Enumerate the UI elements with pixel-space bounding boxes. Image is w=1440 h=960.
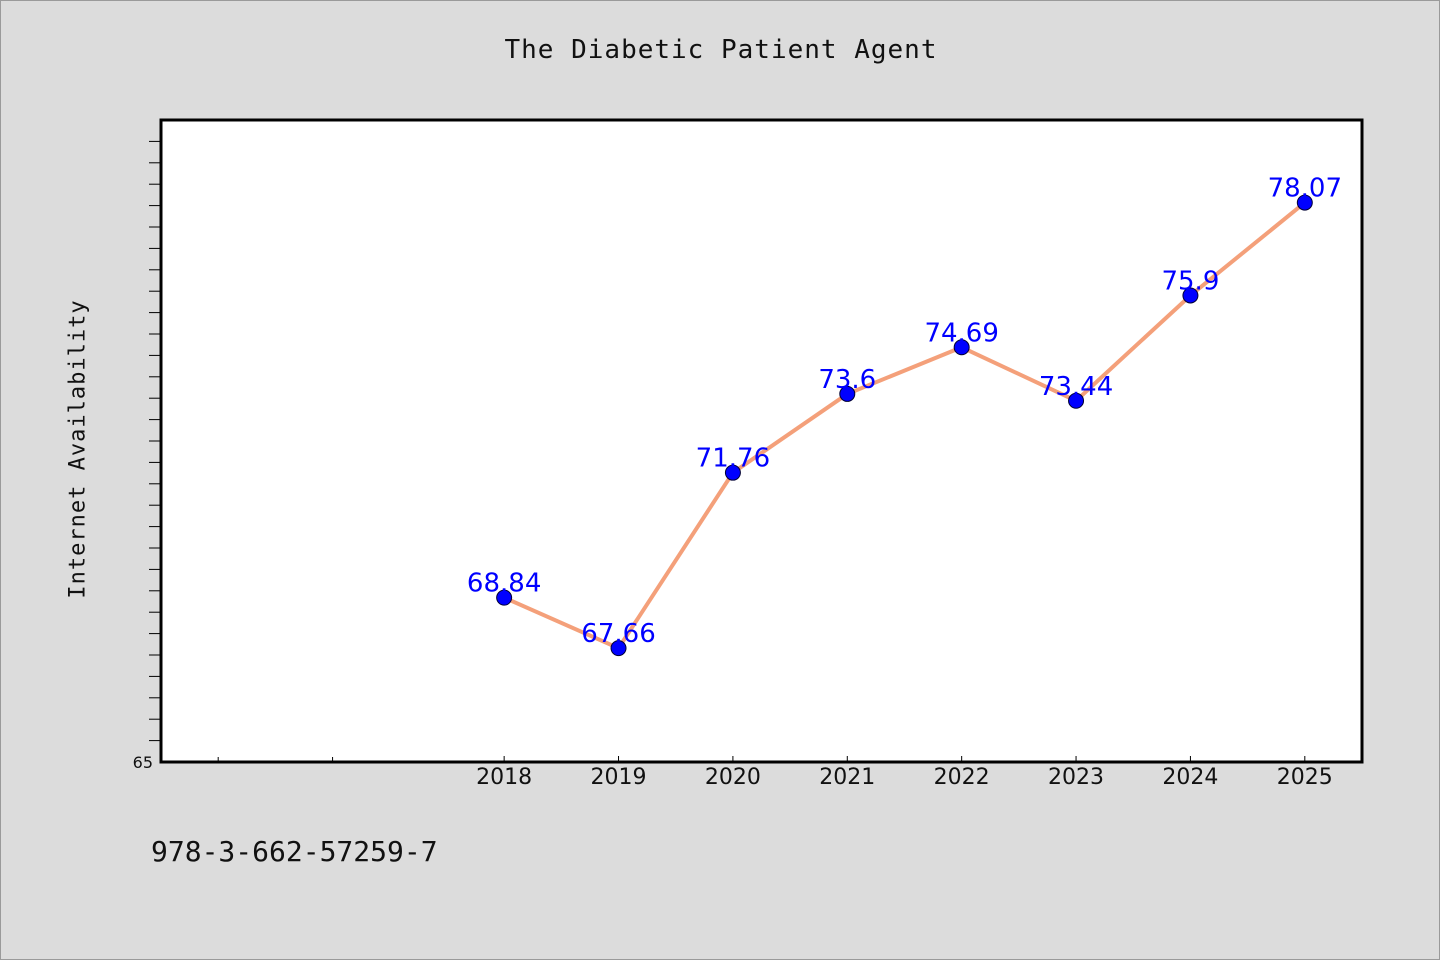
data-label: 75.9 (1161, 266, 1219, 296)
data-label: 68.84 (467, 569, 541, 599)
footer-identifier: 978-3-662-57259-7 (151, 835, 438, 868)
y-axis-ticks: 65 (133, 140, 161, 772)
series-line (503, 201, 1307, 651)
plot-area (159, 118, 1364, 764)
x-tick-label: 2020 (705, 765, 761, 790)
data-label: 74.69 (924, 318, 998, 348)
y-tick-label: 65 (133, 753, 153, 772)
x-tick-label: 2025 (1277, 765, 1333, 790)
data-point (1182, 287, 1199, 304)
data-point (496, 589, 513, 606)
data-point (839, 385, 856, 402)
x-tick-label: 2019 (591, 765, 647, 790)
data-label: 73.44 (1039, 372, 1113, 402)
data-label: 67.66 (581, 619, 655, 649)
data-label: 78.07 (1268, 174, 1342, 204)
data-point (610, 640, 627, 657)
data-point (724, 464, 741, 481)
data-point (953, 339, 970, 356)
data-label: 73.6 (818, 365, 876, 395)
chart-title: The Diabetic Patient Agent (504, 35, 938, 65)
x-tick-label: 2022 (934, 765, 990, 790)
data-point (1068, 392, 1085, 409)
x-tick-label: 2021 (819, 765, 875, 790)
data-label: 71.76 (696, 444, 770, 474)
series-layer: 68.84 67.66 71.76 73.6 74.69 73.44 75.9 78.07 (467, 174, 1342, 657)
x-tick-label: 2024 (1162, 765, 1218, 790)
data-point (1296, 194, 1313, 211)
x-axis-ticks: 2018 2019 2020 2021 2022 2023 2024 2025 (217, 756, 1333, 790)
x-tick-label: 2018 (476, 765, 532, 790)
x-tick-label: 2023 (1048, 765, 1104, 790)
